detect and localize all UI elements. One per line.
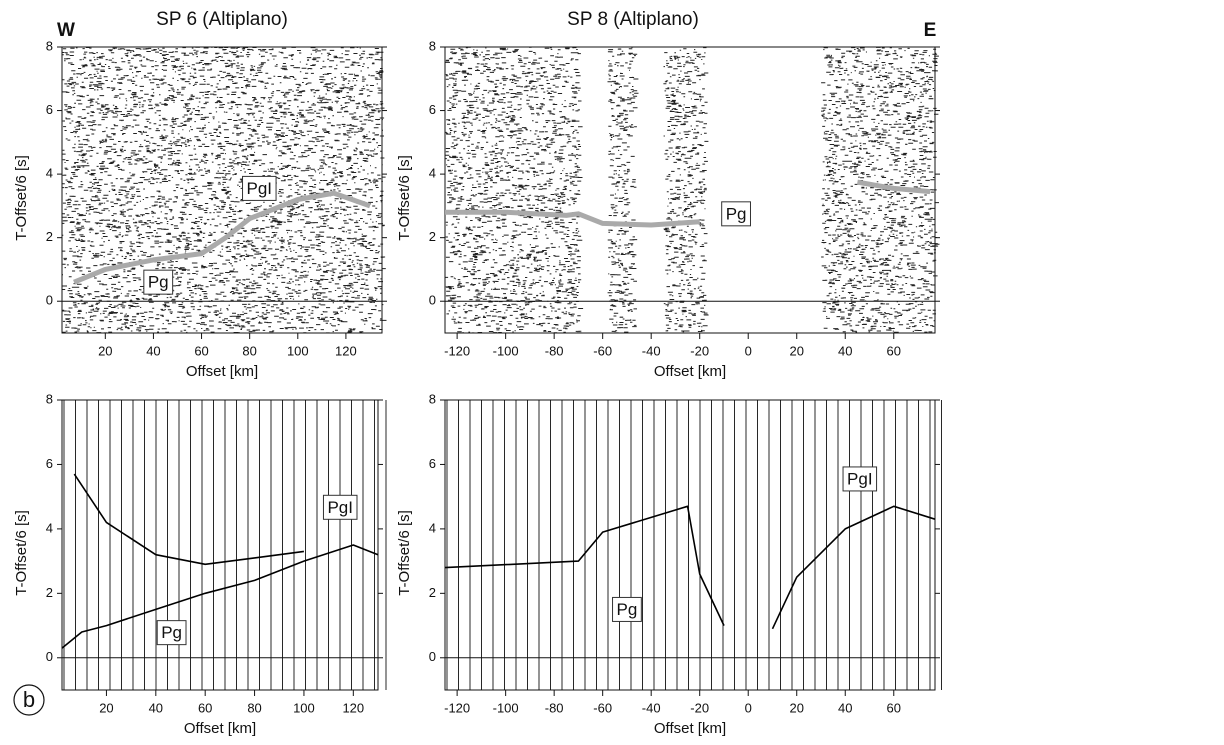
plot-frame [444,46,936,334]
annotation-box [721,201,751,227]
annotation-box [242,175,277,201]
pick-line [61,544,379,649]
annotation: PgI [847,469,873,488]
plot-frame [61,46,383,334]
annotation: Pg [148,273,169,292]
y-tick-label: 4 [429,166,436,181]
x-axis-label: Offset [km] [184,720,256,737]
y-axis-label: T-Offset/6 [s] [396,510,413,596]
pick-line [73,190,371,285]
chart-title: SP 6 (Altiplano) [156,9,288,30]
y-tick-label: 0 [429,649,436,664]
figure-label: b [23,687,35,712]
x-axis-label: Offset [km] [186,363,258,380]
chart-title: SP 8 (Altiplano) [567,9,699,30]
y-tick-label: 8 [429,38,436,53]
x-tick-label: -80 [545,700,564,715]
x-tick-label: -100 [493,700,519,715]
x-tick-label: -60 [593,700,612,715]
y-tick-label: 4 [46,166,53,181]
seismic-texture [445,46,940,334]
x-tick-label: 60 [198,700,212,715]
side-label: W [57,20,75,41]
y-tick-label: 2 [429,229,436,244]
x-tick-label: 0 [745,343,752,358]
annotation: Pg [617,600,638,619]
pick-line [444,505,936,630]
x-tick-label: -120 [444,700,470,715]
y-tick-label: 8 [429,391,436,406]
x-tick-label: -20 [690,700,709,715]
annotation: Pg [726,204,747,223]
y-tick-label: 2 [46,229,53,244]
x-tick-label: 40 [838,700,852,715]
x-tick-label: 40 [838,343,852,358]
y-axis-label: T-Offset/6 [s] [13,510,30,596]
plot-frame [444,399,936,691]
x-tick-label: 20 [789,343,803,358]
x-tick-label: -60 [593,343,612,358]
annotation-box [842,466,878,492]
x-tick-label: -100 [493,343,519,358]
x-tick-label: 0 [745,700,752,715]
y-axis-label: T-Offset/6 [s] [13,155,30,241]
x-tick-label: -40 [642,700,661,715]
y-tick-label: 8 [46,38,53,53]
seismic-texture [62,46,387,334]
y-tick-label: 0 [46,649,53,664]
pick-line [445,179,931,228]
y-axis-label: T-Offset/6 [s] [396,155,413,241]
y-tick-label: 8 [46,391,53,406]
pick-line [73,473,305,566]
x-tick-label: 120 [335,343,357,358]
y-tick-label: 6 [46,456,53,471]
y-tick-label: 0 [429,293,436,308]
x-tick-label: 100 [287,343,309,358]
synthetic-traces [63,400,387,690]
x-tick-label: 80 [247,700,261,715]
annotation-box [322,494,358,520]
plot-frame [61,399,379,691]
x-tick-label: -40 [642,343,661,358]
y-tick-label: 6 [429,102,436,117]
y-tick-label: 2 [46,585,53,600]
x-tick-label: -120 [444,343,470,358]
y-tick-label: 4 [46,520,53,535]
x-axis-label: Offset [km] [654,720,726,737]
x-tick-label: 20 [99,700,113,715]
y-tick-label: 0 [46,293,53,308]
side-label: E [924,20,937,41]
figure-label-circle [13,684,45,716]
y-tick-label: 4 [429,520,436,535]
y-tick-label: 6 [429,456,436,471]
x-tick-label: -80 [545,343,564,358]
x-tick-label: 100 [293,700,315,715]
x-tick-label: 40 [149,700,163,715]
synthetic-traces [446,400,942,690]
x-tick-label: 60 [194,343,208,358]
x-tick-label: 40 [146,343,160,358]
annotation-box [156,620,187,646]
x-tick-label: 60 [887,343,901,358]
y-tick-label: 2 [429,585,436,600]
annotation-box [612,596,642,622]
annotation: Pg [161,623,182,642]
x-tick-label: 80 [242,343,256,358]
x-tick-label: 60 [887,700,901,715]
x-axis-label: Offset [km] [654,363,726,380]
x-tick-label: 20 [98,343,112,358]
annotation: PgI [327,498,353,517]
x-tick-label: -20 [690,343,709,358]
x-tick-label: 120 [342,700,364,715]
x-tick-label: 20 [789,700,803,715]
annotation-box [143,269,174,295]
y-tick-label: 6 [46,102,53,117]
annotation: PgI [247,179,273,198]
